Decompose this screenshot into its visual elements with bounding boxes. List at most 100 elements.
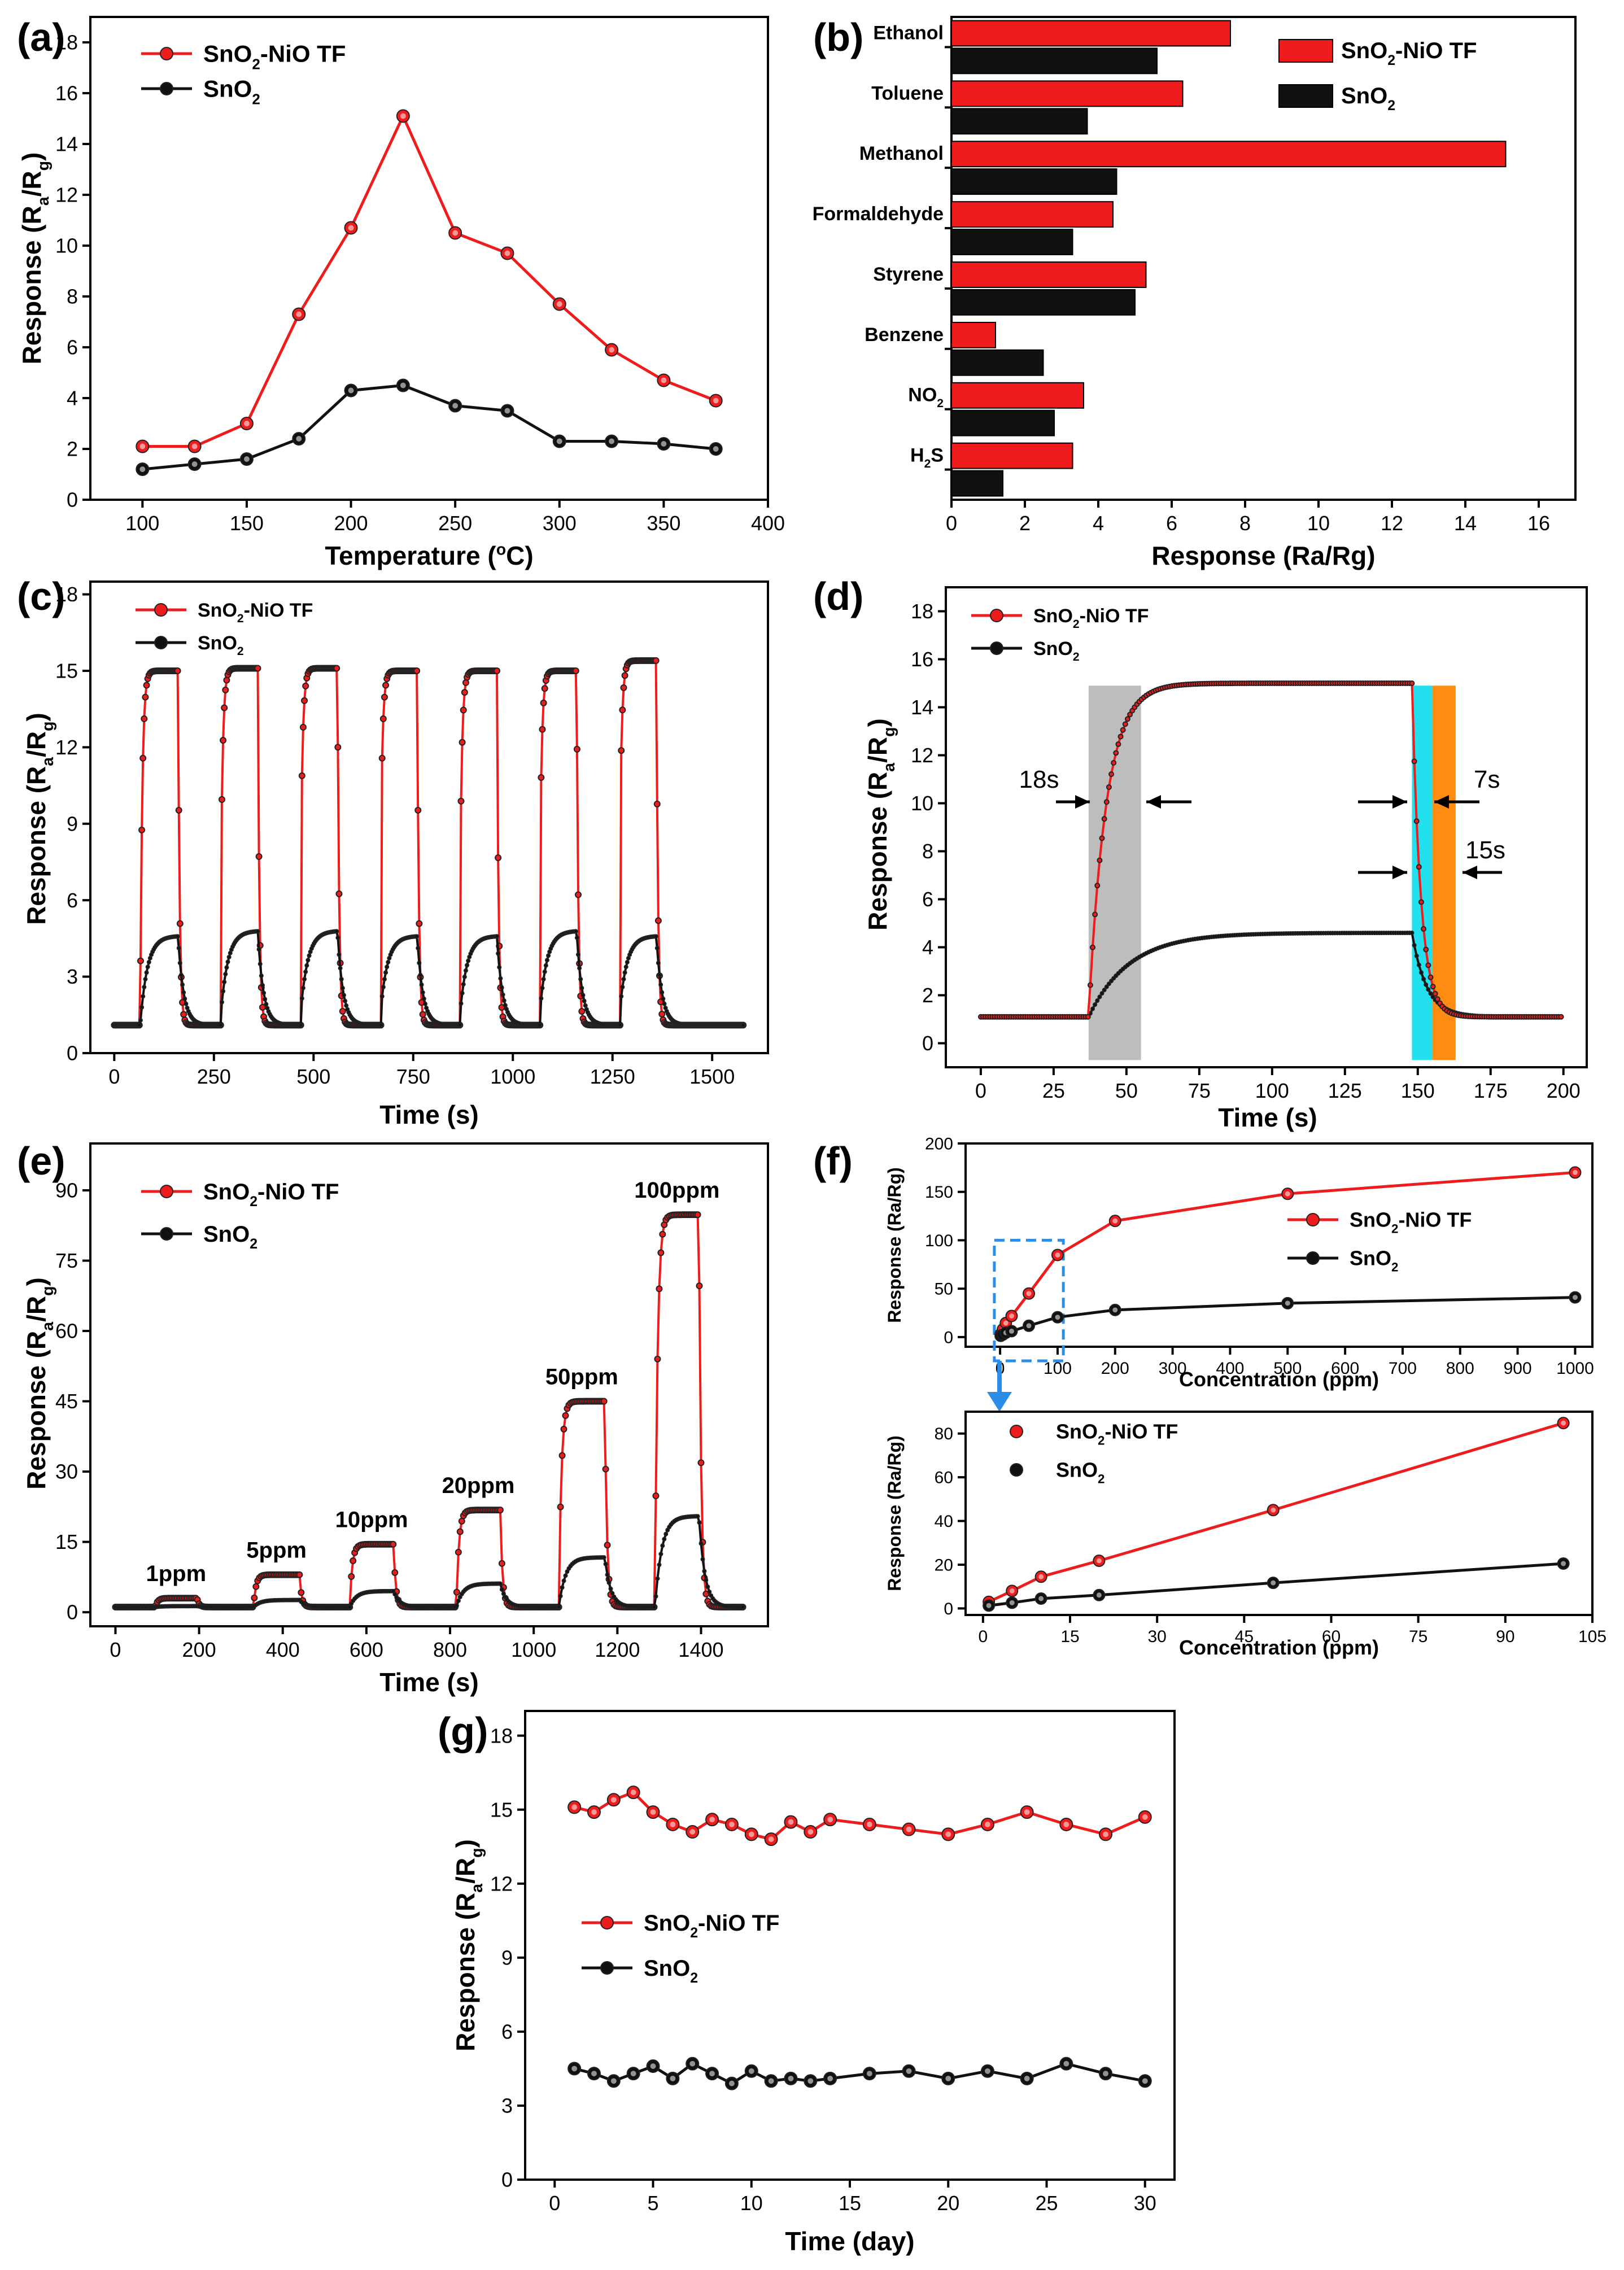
series-nio-point: [541, 685, 548, 692]
bar-sno2-nio: [951, 442, 1073, 469]
step-label: 5ppm: [246, 1538, 307, 1563]
x-tick-label: 900: [1504, 1359, 1532, 1378]
series-nio-point-hl: [610, 1797, 617, 1803]
series-nio-point-hl: [866, 1821, 872, 1827]
y-axis-label: Response (Ra/Rg): [21, 1277, 57, 1490]
series-nio-point-hl: [1103, 1831, 1108, 1837]
series-nio-point-hl: [556, 301, 562, 307]
series-sno2-point: [378, 1023, 383, 1028]
series-sno2-point: [563, 1573, 568, 1578]
bar-sno2: [951, 168, 1117, 195]
series-sno2-point: [218, 1023, 223, 1028]
panel-label: (f): [813, 1139, 853, 1183]
panel-e: 0 200 400 600 800 1000 1200 1400 0 15 30 45 60 75 90 1p…: [21, 1142, 769, 1697]
series-nio-point: [142, 693, 149, 701]
series-sno2-point: [344, 1003, 349, 1008]
y-tick-label: 0: [67, 1042, 78, 1065]
y-tick-label: 9: [67, 812, 78, 835]
legend-marker: [160, 1185, 173, 1198]
series-nio-point: [1115, 741, 1121, 747]
series-sno2-point-hl: [788, 2075, 794, 2081]
legend-label: SnO2-NiO TF: [1056, 1420, 1178, 1448]
series-nio-point: [538, 774, 545, 781]
x-tick-label: 125: [1328, 1079, 1362, 1102]
series-nio-point-hl: [400, 113, 406, 119]
series-sno2-point: [180, 982, 185, 987]
bar-sno2-nio: [951, 80, 1184, 107]
series-sno2-point-hl: [1271, 1580, 1276, 1586]
series-sno2-point: [1104, 984, 1109, 989]
series-nio-point-hl: [1096, 1558, 1102, 1564]
series-sno2-point: [1412, 943, 1417, 948]
step-label: 10ppm: [335, 1508, 408, 1533]
x-tick-label: 1250: [590, 1065, 635, 1088]
series-sno2-point: [379, 994, 385, 999]
series-sno2-point: [145, 964, 150, 970]
step-label: 100ppm: [634, 1178, 719, 1203]
series-nio-point: [298, 1589, 305, 1596]
series-nio-point-hl: [630, 1789, 636, 1796]
y-tick-label: 16: [911, 648, 933, 671]
series-sno2-point: [302, 977, 307, 982]
series-sno2-point: [662, 1001, 667, 1006]
x-tick-label: 50: [1115, 1079, 1138, 1102]
series-nio-point-hl: [504, 250, 510, 256]
x-tick-label: 100: [1255, 1079, 1289, 1102]
series-sno2-point-hl: [906, 2068, 912, 2074]
y-tick-label: 0: [922, 1032, 933, 1055]
series-sno2-point: [1109, 979, 1114, 984]
series-nio-point-hl: [670, 1821, 676, 1827]
series-sno2-point: [138, 1018, 143, 1023]
series-sno2-point-hl: [139, 466, 146, 472]
legend-label: SnO2-NiO TF: [198, 600, 313, 625]
series-nio-point: [459, 739, 466, 746]
series-sno2-point: [307, 953, 312, 958]
series-nio-point-hl: [1112, 1218, 1118, 1224]
series-sno2-point: [386, 959, 391, 964]
series-nio-point: [223, 676, 230, 684]
legend-marker: [160, 1227, 173, 1241]
series-sno2-point: [178, 972, 184, 977]
series-sno2-point-hl: [1142, 2078, 1148, 2084]
series-nio-point: [1101, 816, 1107, 822]
x-axis-label: Response (Ra/Rg): [1151, 541, 1375, 570]
series-sno2-point: [181, 990, 186, 995]
x-tick-label: 0: [975, 1079, 986, 1102]
series-sno2-point: [144, 970, 149, 975]
series-nio-point: [694, 1211, 701, 1219]
step-label: 1ppm: [146, 1561, 207, 1586]
series-nio-point: [1430, 984, 1436, 990]
x-tick-label: 500: [1273, 1359, 1302, 1378]
series-nio-point: [540, 699, 547, 706]
series-sno2-point: [347, 1604, 352, 1609]
series-sno2-point: [422, 1001, 427, 1006]
time-band: [1432, 686, 1456, 1060]
series-sno2-point: [414, 934, 420, 939]
series-sno2-point-hl: [661, 441, 667, 447]
series-sno2-point: [500, 992, 505, 997]
series-nio-point: [1117, 734, 1124, 740]
series-sno2-point-hl: [1285, 1300, 1290, 1306]
x-tick-label: 75: [1188, 1079, 1211, 1102]
series-nio-point: [301, 697, 308, 704]
y-tick-label: 9: [501, 1946, 513, 1969]
arrow-head: [1392, 866, 1407, 879]
series-nio-point: [1085, 1014, 1091, 1020]
x-tick-label: 105: [1578, 1627, 1606, 1646]
plot-frame: [524, 1710, 1176, 2181]
series-nio-point-hl: [807, 1829, 814, 1835]
series-sno2-point: [662, 1536, 667, 1542]
series-nio-point: [350, 1557, 357, 1565]
series-sno2-point-hl: [1038, 1596, 1044, 1601]
y-tick-label: 6: [922, 888, 933, 911]
series-sno2-point: [341, 993, 346, 998]
y-tick-label: 3: [67, 965, 78, 988]
series-nio-point: [299, 723, 307, 731]
series-sno2-point-hl: [609, 438, 615, 444]
series-nio-point: [414, 806, 422, 814]
legend-swatch: [1278, 84, 1333, 108]
series-sno2-point: [574, 935, 579, 940]
series-nio-point-hl: [768, 1836, 774, 1843]
series-nio-line: [114, 659, 744, 1027]
series-nio-point: [1432, 990, 1438, 997]
